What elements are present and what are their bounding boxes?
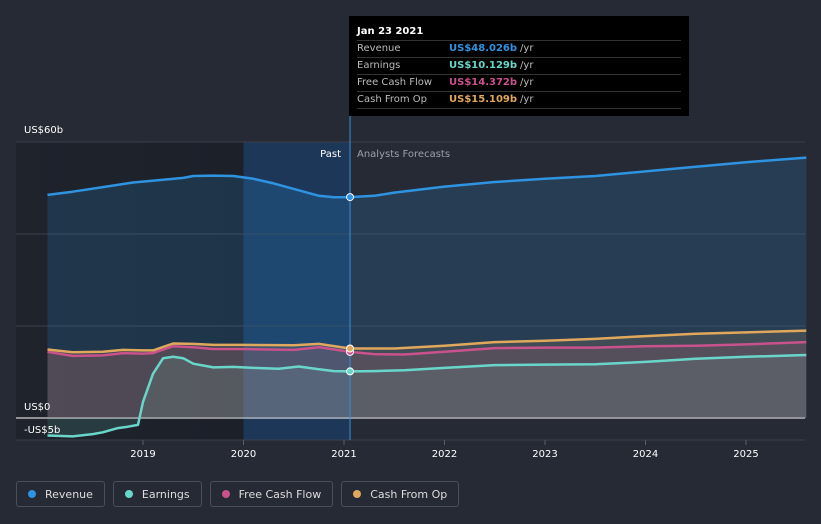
series-areas [47, 157, 807, 437]
highlight-region [243, 142, 351, 440]
tooltip-value: US$15.109b [449, 94, 518, 105]
legend-label: Revenue [45, 487, 93, 501]
chart-background [16, 142, 351, 440]
tooltip-label: Free Cash Flow [357, 77, 433, 88]
legend-dot-icon [124, 490, 133, 498]
legend-label: Cash From Op [370, 487, 448, 501]
gridlines [16, 141, 805, 441]
axis-labels: US$60b US$0 -US$5b Past Analysts Forecas… [24, 125, 450, 436]
x-tick-label: 2019 [130, 449, 155, 460]
legend-item-revenue[interactable]: Revenue [16, 481, 105, 507]
y-label-bottom: -US$5b [24, 425, 60, 436]
line-earnings[interactable] [47, 353, 807, 438]
line-free-cash-flow[interactable] [47, 340, 807, 358]
x-tick-label: 2023 [532, 449, 557, 460]
line-cash-from-op[interactable] [47, 329, 807, 354]
tooltip: Jan 23 2021 Revenue US$48.026b /yr Earni… [349, 16, 689, 116]
tooltip-date: Jan 23 2021 [357, 24, 681, 41]
tooltip-row-free-cash-flow: Free Cash Flow US$14.372b /yr [357, 75, 681, 92]
legend-dot-icon [221, 490, 230, 498]
tooltip-unit: /yr [520, 60, 534, 71]
x-tick-label: 2025 [733, 449, 758, 460]
legend-dot-icon [28, 490, 36, 498]
marker-cash-from-op [346, 344, 355, 353]
legend-label: Free Cash Flow [238, 487, 322, 501]
past-label: Past [320, 149, 341, 160]
tooltip-row-earnings: Earnings US$10.129b /yr [357, 58, 681, 75]
marker-earnings [346, 367, 355, 376]
tooltip-value: US$10.129b [449, 60, 518, 71]
past-region [16, 142, 244, 440]
tooltip-row-cash-from-op: Cash From Op US$15.109b /yr [357, 92, 681, 109]
x-tick-label: 2022 [432, 449, 457, 460]
tooltip-label: Cash From Op [357, 94, 428, 105]
area-earnings [47, 355, 807, 437]
marker-revenue [346, 193, 355, 202]
line-revenue[interactable] [47, 156, 807, 199]
x-axis-ticks: 2019 2020 2021 2022 2023 2024 2025 [130, 440, 759, 460]
series-lines[interactable] [47, 156, 807, 438]
area-free-cash-flow [47, 342, 807, 418]
y-label-zero: US$0 [24, 402, 50, 413]
legend-item-cash-from-op[interactable]: Cash From Op [341, 481, 460, 507]
cursor-markers [346, 193, 355, 376]
tooltip-row-revenue: Revenue US$48.026b /yr [357, 41, 681, 58]
tooltip-label: Earnings [357, 60, 401, 71]
x-tick-label: 2024 [633, 449, 658, 460]
tooltip-unit: /yr [520, 43, 534, 54]
tooltip-unit: /yr [520, 77, 534, 88]
tooltip-label: Revenue [357, 43, 401, 54]
y-label-top: US$60b [24, 125, 63, 136]
area-cash-from-op [47, 330, 807, 418]
tooltip-unit: /yr [520, 94, 534, 105]
legend-label: Earnings [141, 487, 190, 501]
legend: Revenue Earnings Free Cash Flow Cash Fro… [16, 481, 460, 508]
x-tick-label: 2021 [331, 449, 356, 460]
tooltip-value: US$14.372b [449, 77, 518, 88]
area-revenue [47, 157, 807, 418]
x-tick-label: 2020 [231, 449, 256, 460]
forecast-label: Analysts Forecasts [357, 149, 450, 160]
tooltip-value: US$48.026b [449, 43, 518, 54]
legend-item-earnings[interactable]: Earnings [112, 481, 202, 507]
legend-dot-icon [353, 490, 362, 498]
legend-item-free-cash-flow[interactable]: Free Cash Flow [209, 481, 334, 507]
